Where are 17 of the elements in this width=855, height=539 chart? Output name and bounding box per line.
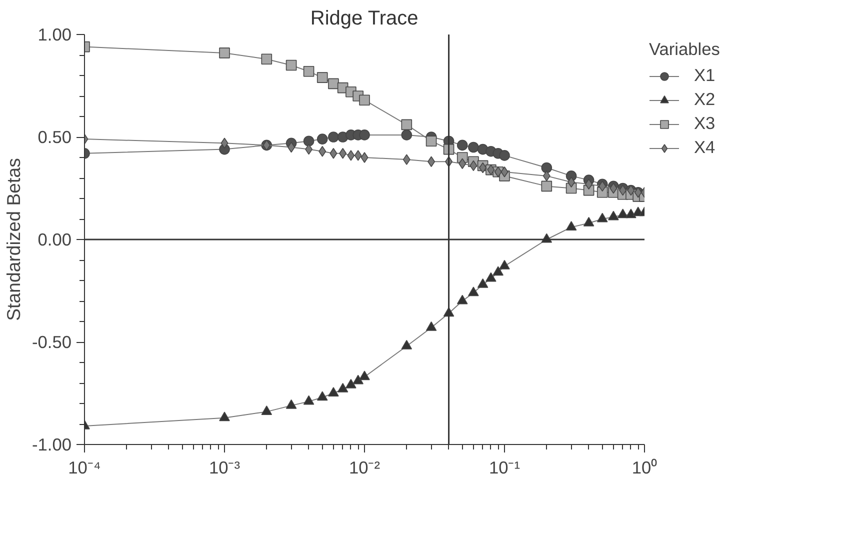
y-tick-label: 0.00	[38, 230, 72, 250]
y-axis-title: Standardized Betas	[3, 158, 24, 321]
x-tick-label: 10⁻²	[348, 458, 380, 478]
legend-title: Variables	[649, 39, 720, 60]
y-tick-label: 0.50	[38, 127, 72, 147]
chart-title: Ridge Trace	[310, 8, 418, 30]
legend-label: X4	[694, 137, 716, 158]
x-tick-label: 10⁻⁴	[68, 458, 101, 478]
legend-label: X3	[694, 113, 716, 134]
legend-label: X2	[694, 89, 716, 110]
x-tick-label: 10⁻¹	[488, 458, 520, 478]
y-tick-label: 1.00	[38, 24, 72, 44]
y-tick-label: -0.50	[32, 332, 72, 352]
y-tick-label: -1.00	[32, 434, 72, 454]
legend-label: X1	[694, 65, 716, 86]
x-tick-label: 10⁻³	[208, 458, 240, 478]
x-tick-label: 10⁰	[632, 458, 658, 478]
